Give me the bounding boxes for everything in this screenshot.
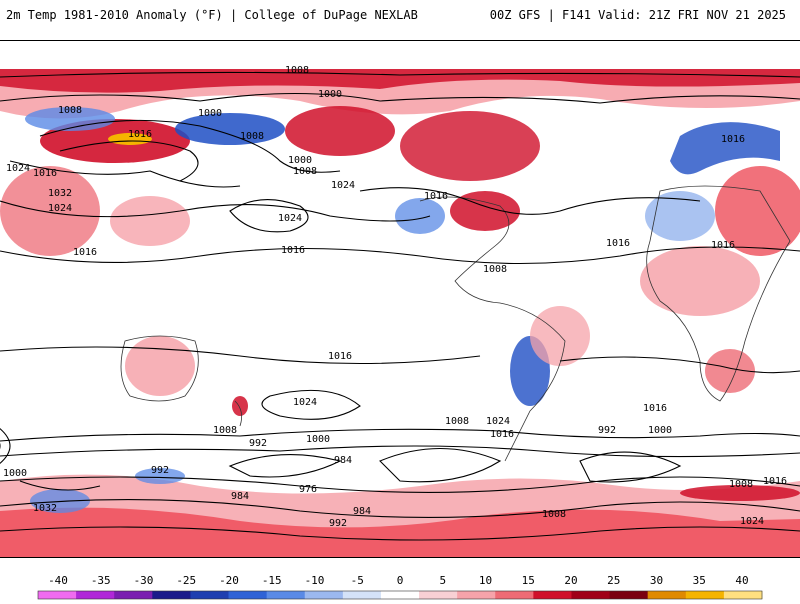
- colorbar-swatch: [76, 591, 115, 599]
- colorbar-tick-label: 5: [439, 574, 446, 587]
- contour-label: 1000: [648, 425, 672, 436]
- colorbar-tick-label: -35: [91, 574, 111, 587]
- contour-label: 984: [353, 506, 371, 517]
- colorbar-swatch: [495, 591, 534, 599]
- contour-label: 984: [334, 455, 352, 466]
- contour-label: 1016: [490, 429, 514, 440]
- contour-label: 976: [299, 484, 317, 495]
- isobar-contours: [0, 71, 800, 541]
- model-run-info: 00Z GFS | F141 Valid: 21Z FRI NOV 21 202…: [489, 8, 786, 22]
- colorbar-swatch: [571, 591, 611, 599]
- contour-label: 984: [231, 491, 249, 502]
- contour-label: 1000: [3, 468, 27, 479]
- colorbar-legend: -40 -35 -30 -25 -20 -15 -10 -5 0 5 10 15 20 25 30 35 40: [0, 558, 800, 600]
- contour-label: 1000: [288, 155, 312, 166]
- contour-label: 992: [151, 465, 169, 476]
- contour-label: 992: [249, 438, 267, 449]
- colorbar-tick-label: -15: [262, 574, 282, 587]
- colorbar-outline: [37, 590, 763, 600]
- contour-label: 1000: [318, 89, 342, 100]
- contour-label: 1016: [73, 247, 97, 258]
- colorbar-swatch: [228, 591, 268, 599]
- contour-label: 1024: [486, 416, 510, 427]
- colorbar-svg: -40 -35 -30 -25 -20 -15 -10 -5 0 5 10 15 20 25 30 35 40: [37, 574, 763, 600]
- contour-label: 992: [598, 425, 616, 436]
- contour-label: 1016: [281, 245, 305, 256]
- contour-label: 1016: [643, 403, 667, 414]
- colorbar-swatch: [609, 591, 649, 599]
- contour-label: 1000: [306, 434, 330, 445]
- colorbar-tick-label: -10: [305, 574, 325, 587]
- colorbar-tick-label: 40: [735, 574, 748, 587]
- colorbar-swatch: [685, 591, 725, 599]
- colorbar-swatch: [419, 591, 458, 599]
- colorbar-swatch: [38, 591, 77, 599]
- contour-label: 1000: [198, 108, 222, 119]
- contour-label: 992: [329, 518, 347, 529]
- colorbar-swatch: [723, 591, 763, 599]
- colorbar-tick-label: -5: [351, 574, 364, 587]
- contour-label: 1024: [331, 180, 355, 191]
- colorbar-tick-label: 30: [650, 574, 663, 587]
- contour-label: 1008: [240, 131, 264, 142]
- colorbar-tick-label: 10: [479, 574, 492, 587]
- colorbar-swatch: [647, 591, 687, 599]
- colorbar-swatch: [533, 591, 572, 599]
- contour-label: 1016: [33, 168, 57, 179]
- contour-label: 1008: [285, 65, 309, 76]
- contour-label: 1016: [763, 476, 787, 487]
- contour-label: 1032: [33, 503, 57, 514]
- contour-label: 1016: [711, 240, 735, 251]
- colorbar-swatch: [457, 591, 496, 599]
- colorbar-swatch: [304, 591, 344, 599]
- colorbar-tick-label: 0: [397, 574, 404, 587]
- colorbar-tick-label: -20: [219, 574, 239, 587]
- contour-label: 1008: [213, 425, 237, 436]
- colorbar-tick-label: -30: [134, 574, 154, 587]
- colorbar-tick-label: 20: [564, 574, 577, 587]
- contour-label: 1024: [48, 203, 72, 214]
- contour-label: 1024: [293, 397, 317, 408]
- anomaly-map: 1008 1000 1008 1000 1008 1016 1024 1016 1032 1024…: [0, 40, 800, 558]
- contour-label: 1008: [483, 264, 507, 275]
- contour-label: 1016: [424, 191, 448, 202]
- contour-label: 1024: [278, 213, 302, 224]
- contour-label: 1024: [6, 163, 30, 174]
- contour-label: 1016: [606, 238, 630, 249]
- contour-label: 1008: [729, 479, 753, 490]
- colorbar-swatch: [114, 591, 153, 599]
- colorbar-tick-label: -40: [48, 574, 68, 587]
- contour-label: 1024: [740, 516, 764, 527]
- map-title: 2m Temp 1981-2010 Anomaly (°F) | College…: [6, 8, 418, 22]
- colorbar-tick-label: -25: [176, 574, 196, 587]
- colorbar-tick-label: 15: [522, 574, 535, 587]
- map-header: 2m Temp 1981-2010 Anomaly (°F) | College…: [0, 0, 800, 30]
- contour-label: 1008: [58, 105, 82, 116]
- colorbar-swatch: [152, 591, 191, 599]
- contour-label: 1008: [542, 509, 566, 520]
- colorbar-tick-label: 25: [607, 574, 620, 587]
- contour-label: 1016: [328, 351, 352, 362]
- colorbar-swatch: [190, 591, 230, 599]
- colorbar-swatch: [342, 591, 382, 599]
- contour-label: 1032: [48, 188, 72, 199]
- contour-label: 1008: [445, 416, 469, 427]
- anomaly-shading: [0, 69, 800, 557]
- contour-label: 1016: [721, 134, 745, 145]
- contour-label: 1016: [128, 129, 152, 140]
- colorbar-tick-label: 35: [693, 574, 706, 587]
- colorbar-swatch: [266, 591, 306, 599]
- contour-label: 1008: [293, 166, 317, 177]
- colorbar-swatch: [380, 591, 420, 599]
